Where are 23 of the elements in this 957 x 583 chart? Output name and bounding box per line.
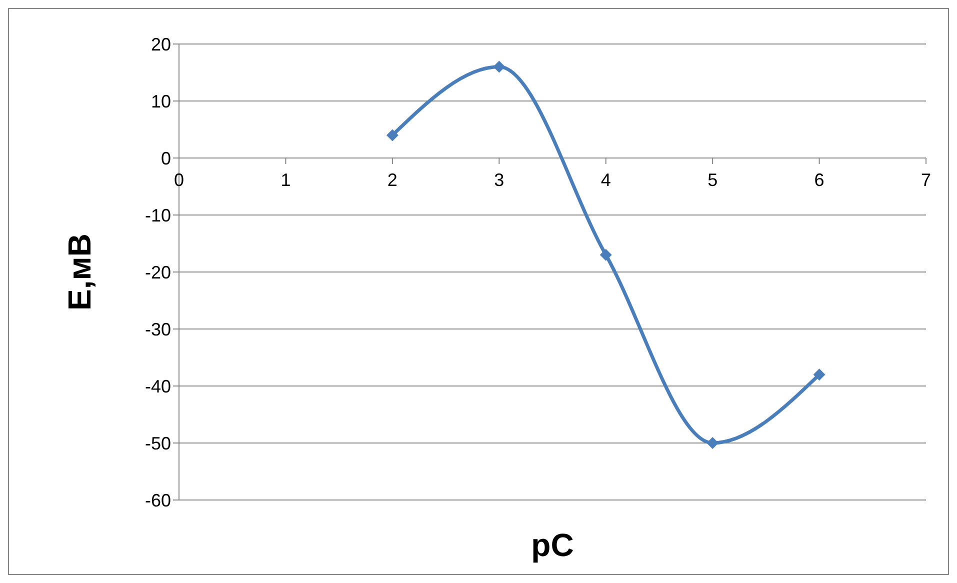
point	[600, 248, 612, 261]
y-axis-title: E,мВ	[61, 233, 98, 311]
x-tick-label: 7	[920, 170, 932, 190]
x-tick-label: 6	[814, 170, 824, 190]
x-tick-label: 2	[387, 170, 398, 190]
y-tick-label: -30	[144, 319, 171, 340]
point	[493, 60, 506, 73]
y-tick-label: -60	[144, 490, 171, 510]
x-tick-label: 4	[600, 170, 611, 190]
x-tick-label: 3	[494, 170, 504, 190]
y-tick-label: -20	[144, 262, 171, 282]
point	[813, 368, 826, 381]
y-tick-label: 20	[150, 34, 171, 54]
y-tick-label: -50	[144, 433, 171, 454]
y-tick-label: 10	[150, 91, 171, 112]
x-axis-title: pC	[531, 527, 574, 563]
y-tick-label: -40	[144, 376, 171, 396]
y-tick-label: 0	[160, 148, 171, 168]
y-tick-label: -10	[144, 205, 171, 226]
x-tick-label: 0	[174, 170, 184, 190]
x-tick-label: 1	[280, 170, 291, 190]
x-tick-label: 5	[708, 170, 718, 190]
point	[386, 129, 398, 142]
